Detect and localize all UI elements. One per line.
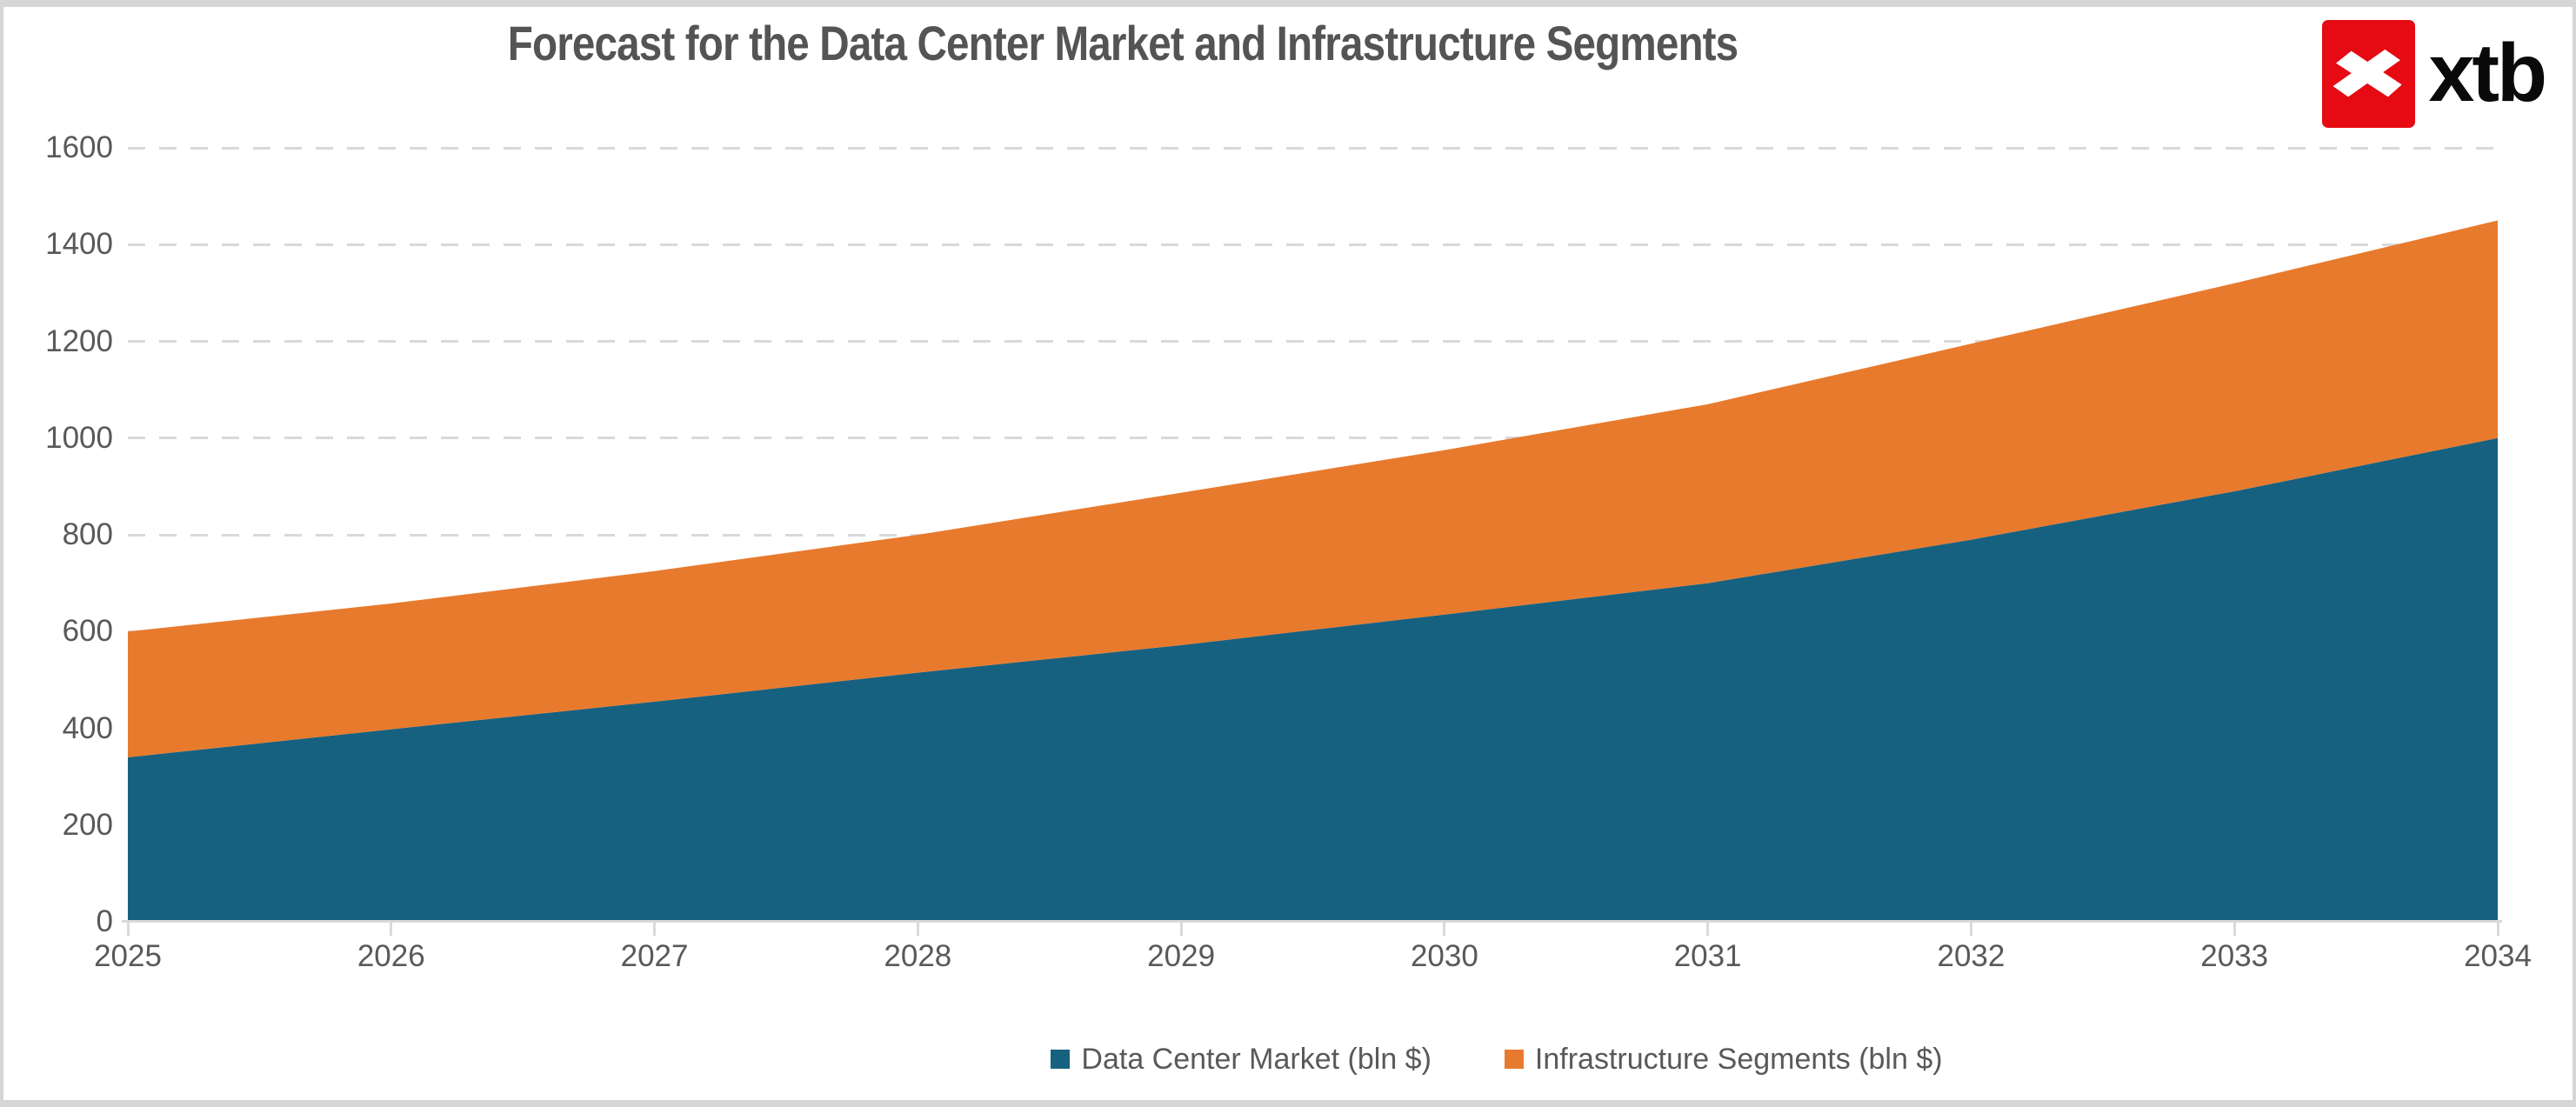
legend-label: Infrastructure Segments (bln $) [1534, 1043, 1943, 1076]
area-series-infrastructure-segments-bln [128, 220, 2498, 757]
x-axis-tick-2027 [653, 923, 657, 936]
plot-area [128, 146, 2498, 922]
chart-title: Forecast for the Data Center Market and … [0, 14, 2246, 73]
gridline-1000 [128, 437, 2498, 440]
chart-title-text: Forecast for the Data Center Market and … [507, 16, 1738, 70]
y-axis-label-1400: 1400 [45, 227, 113, 262]
y-axis-label-400: 400 [62, 710, 113, 745]
gridline-1400 [128, 243, 2498, 246]
x-axis-tick-2031 [1706, 923, 1710, 936]
y-axis-label-600: 600 [62, 614, 113, 649]
y-axis-label-1000: 1000 [45, 420, 113, 455]
stacked-areas [128, 220, 2498, 922]
x-axis-line [122, 920, 2502, 923]
x-axis-label-2025: 2025 [94, 939, 162, 973]
area-series-data-center-market-bln [128, 437, 2498, 922]
xtb-logo-mark [2321, 19, 2415, 128]
gridline-1600 [128, 146, 2498, 150]
x-axis-tick-2030 [1443, 923, 1446, 936]
x-axis-tick-2028 [916, 923, 919, 936]
legend-item: Infrastructure Segments (bln $) [1504, 1038, 1943, 1080]
y-axis-label-200: 200 [62, 807, 113, 842]
x-axis-label-2033: 2033 [2200, 939, 2269, 973]
legend: Data Center Market (bln $) Infrastructure… [417, 1038, 2576, 1080]
x-axis-tick-2025 [126, 923, 130, 936]
x-axis-label-2027: 2027 [620, 939, 689, 973]
x-axis-tick-2032 [1969, 923, 1972, 936]
y-axis-label-0: 0 [96, 904, 113, 938]
legend-item: Data Center Market (bln $) [1051, 1038, 1431, 1080]
x-axis-tick-2026 [390, 923, 393, 936]
legend-swatch [1051, 1050, 1071, 1069]
legend-swatch [1504, 1050, 1524, 1069]
x-axis-tick-2033 [2232, 923, 2236, 936]
legend-label: Data Center Market (bln $) [1081, 1043, 1431, 1076]
x-axis-label-2032: 2032 [1937, 939, 2005, 973]
y-axis-label-800: 800 [62, 517, 113, 551]
x-axis-label-2030: 2030 [1410, 939, 1478, 973]
x-axis-tick-2029 [1179, 923, 1183, 936]
x-axis-label-2034: 2034 [2464, 939, 2532, 973]
y-axis-label-1600: 1600 [45, 130, 113, 164]
x-axis-label-2031: 2031 [1673, 939, 1742, 973]
x-axis-label-2029: 2029 [1147, 939, 1216, 973]
x-axis-label-2026: 2026 [357, 939, 425, 973]
gridline-1200 [128, 340, 2498, 343]
xtb-logo: xtb [2321, 19, 2547, 128]
xtb-x-icon [2332, 49, 2402, 97]
y-axis-label-1200: 1200 [45, 323, 113, 358]
y-axis-labels: 0 200 400 600 800 1000 1200 1400 1600 [0, 130, 113, 938]
x-axis-tick-2034 [2496, 923, 2499, 936]
xtb-logo-text: xtb [2428, 27, 2547, 119]
x-axis-label-2028: 2028 [884, 939, 952, 973]
